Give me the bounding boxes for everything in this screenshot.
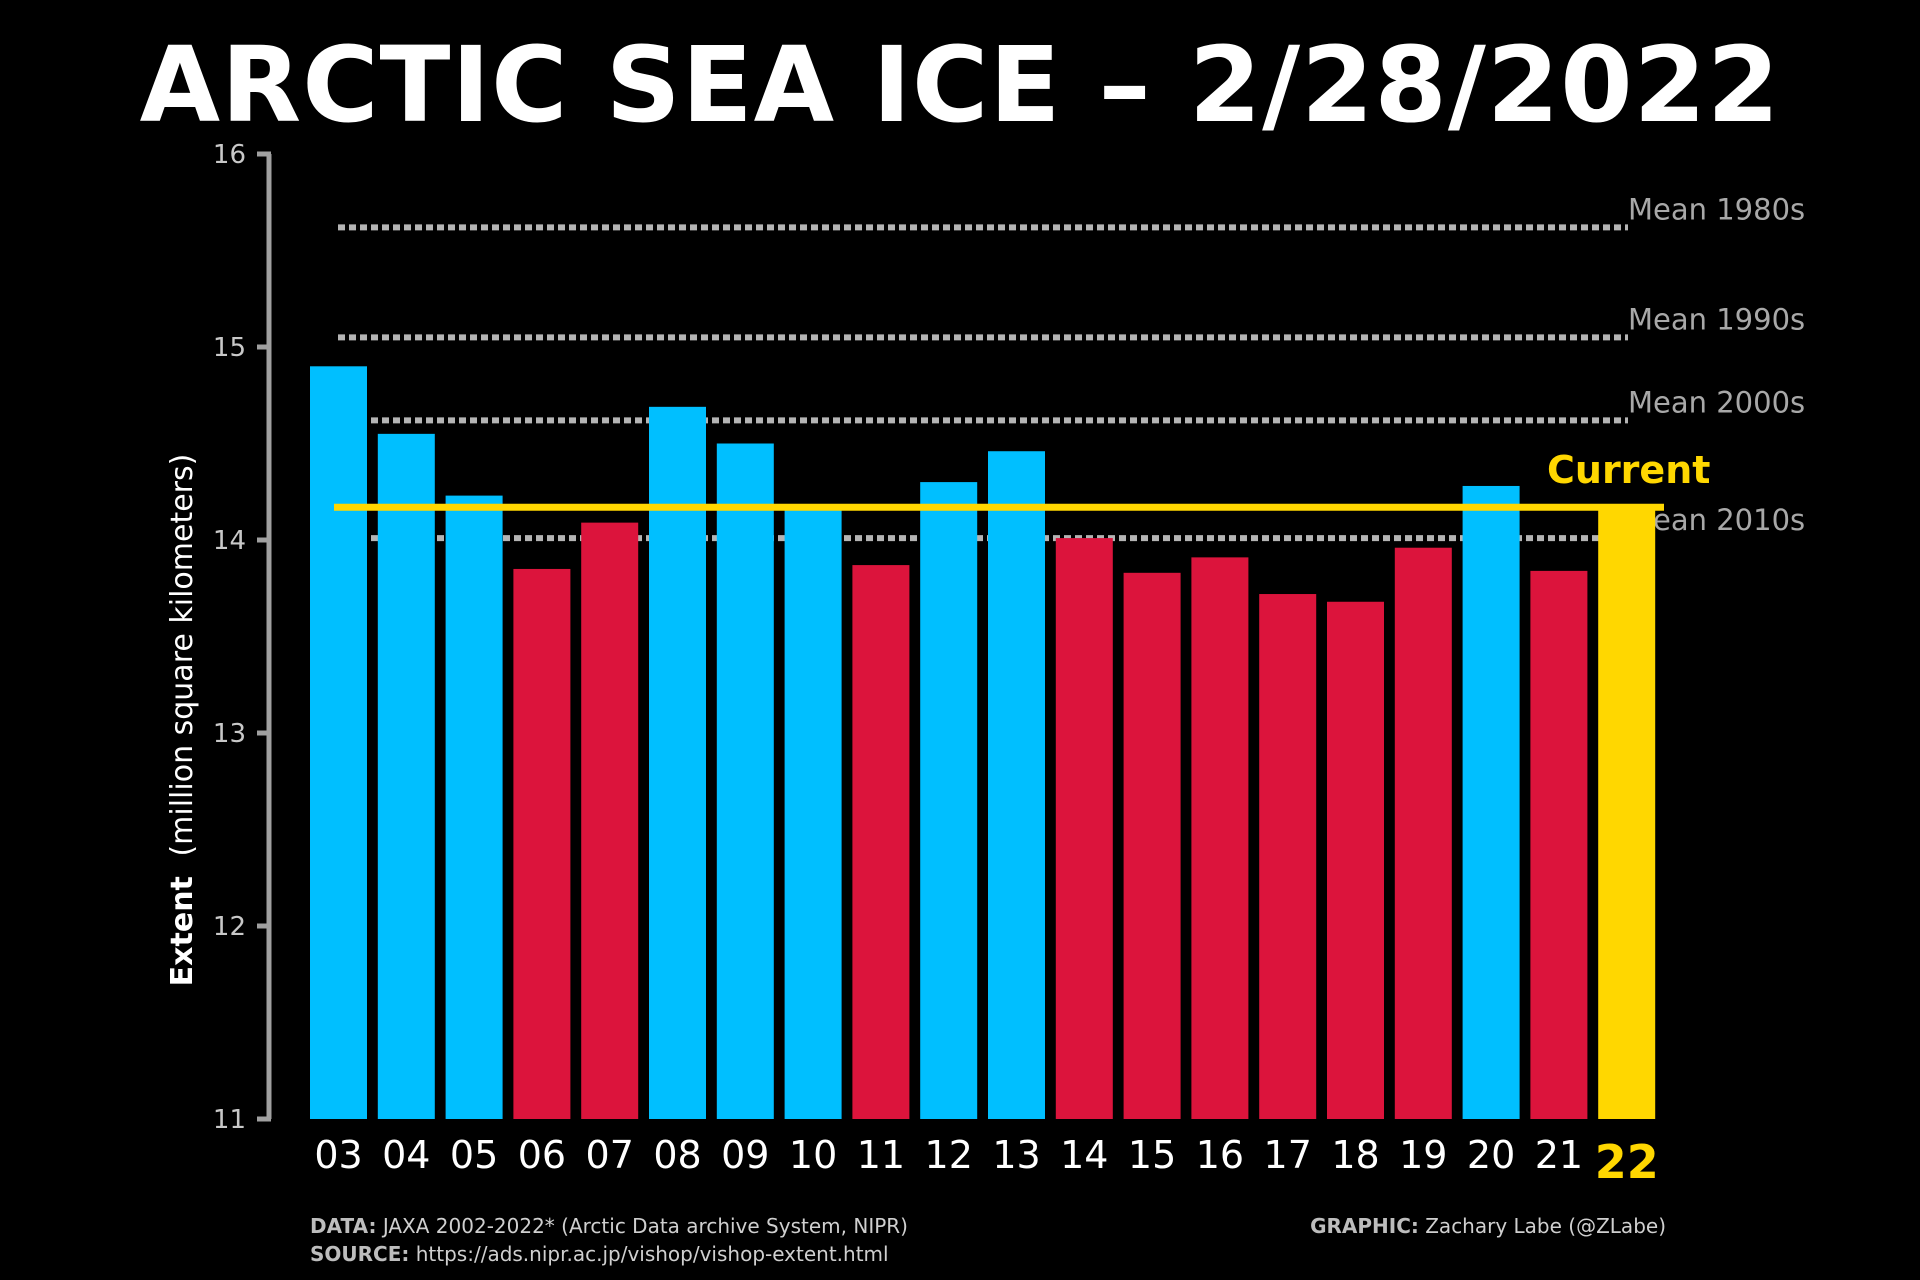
bar-08 [649,406,706,1120]
x-tick-label: 13 [992,1133,1040,1177]
bar-21 [1530,570,1588,1119]
x-tick-label: 08 [653,1133,701,1177]
bar-10 [784,507,842,1119]
x-tick-label: 12 [925,1133,973,1177]
x-tick-label: 04 [382,1133,430,1177]
footer-source-key: SOURCE: [310,1242,410,1266]
x-tick-label: 18 [1331,1133,1379,1177]
y-tick-label: 14 [213,526,246,556]
x-tick-label: 14 [1060,1133,1108,1177]
x-tick-label: 03 [314,1133,362,1177]
y-tick-label: 16 [213,140,246,170]
x-tick-label: 20 [1467,1133,1515,1177]
bar-09 [716,443,774,1119]
y-tick-label: 13 [213,719,246,749]
bar-06 [513,568,571,1119]
x-tick-label: 06 [518,1133,566,1177]
x-tick-label: 09 [721,1133,769,1177]
y-axis: 11 12 13 14 15 16 [213,140,272,1135]
y-axis-label-units: (million square kilometers) [165,454,200,857]
bar-18 [1327,601,1384,1119]
x-tick-label: 21 [1535,1133,1583,1177]
footer-credits-right: GRAPHIC: Zachary Labe (@ZLabe) [1310,1212,1666,1240]
category-labels: 03 04 05 06 07 08 09 10 11 12 13 14 15 16 17 18 19 20 21 22 [314,1133,1658,1189]
bar-03 [310,366,367,1119]
chart-title: ARCTIC SEA ICE – 2/28/2022 [139,24,1781,146]
bar-05 [445,495,503,1119]
footer-data-key: DATA: [310,1214,377,1238]
footer-source-text: https://ads.nipr.ac.jp/vishop/vishop-ext… [409,1242,889,1266]
bar-19 [1394,547,1452,1119]
x-tick-label: 22 [1595,1135,1659,1189]
y-tick-label: 15 [213,333,246,363]
reference-line-label: Mean 1980s [1628,192,1805,226]
bar-22 [1598,505,1656,1119]
footer-credits-left: DATA: JAXA 2002-2022* (Arctic Data archi… [310,1212,908,1268]
y-axis-label-bold: Extent [165,876,200,986]
bar-20 [1462,485,1520,1120]
bar-11 [852,565,910,1119]
x-tick-label: 07 [586,1133,634,1177]
x-tick-label: 05 [450,1133,498,1177]
footer-graphic-text: Zachary Labe (@ZLabe) [1418,1214,1666,1238]
y-tick-label: 11 [213,1105,246,1135]
x-tick-label: 11 [857,1133,905,1177]
x-tick-label: 10 [789,1133,837,1177]
bar-13 [988,451,1045,1120]
footer-data-line: DATA: JAXA 2002-2022* (Arctic Data archi… [310,1212,908,1240]
y-axis-label: Extent (million square kilometers) [165,454,200,987]
x-tick-label: 16 [1196,1133,1244,1177]
bar-17 [1259,594,1317,1119]
x-tick-label: 17 [1264,1133,1312,1177]
bar-16 [1191,557,1249,1119]
y-tick-label: 12 [213,912,246,942]
x-tick-label: 15 [1128,1133,1176,1177]
reference-line-label: Mean 1990s [1628,302,1805,336]
footer-data-text: JAXA 2002-2022* (Arctic Data archive Sys… [376,1214,908,1238]
bar-12 [920,482,978,1120]
bar-04 [377,433,435,1120]
bar-15 [1123,572,1181,1119]
bars [310,366,1656,1120]
bar-07 [581,522,639,1119]
bar-14 [1055,538,1113,1119]
footer-source-line: SOURCE: https://ads.nipr.ac.jp/vishop/vi… [310,1240,908,1268]
current-line-group: Current [334,448,1710,511]
reference-line-label: Mean 2000s [1628,385,1805,419]
x-tick-label: 19 [1399,1133,1447,1177]
current-line-label: Current [1547,448,1710,492]
footer-graphic-key: GRAPHIC: [1310,1214,1419,1238]
